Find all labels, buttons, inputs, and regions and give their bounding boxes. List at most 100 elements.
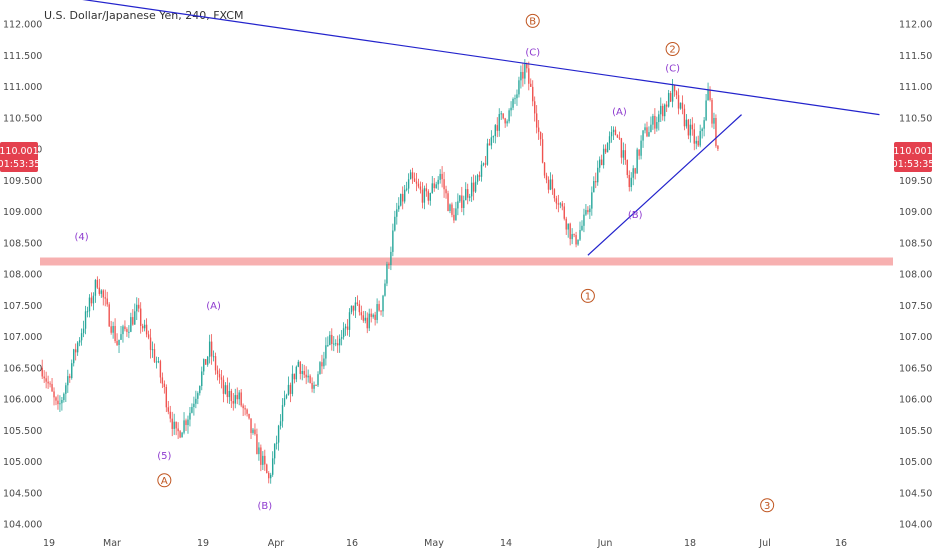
candle-body xyxy=(161,377,164,384)
x-tick-label: 16 xyxy=(346,538,358,549)
candle-body xyxy=(256,434,258,455)
candle-body xyxy=(71,363,73,378)
price-tag-left: 110.001 01:53:35 xyxy=(0,142,40,172)
candle-body xyxy=(293,373,296,380)
candle-body xyxy=(151,349,154,351)
candle-body xyxy=(587,210,589,213)
candle-body xyxy=(421,189,424,203)
candle-body xyxy=(96,279,99,288)
candle-body xyxy=(112,326,114,333)
candle-body xyxy=(449,204,451,211)
candle-body xyxy=(301,370,303,374)
candle-body xyxy=(149,337,152,350)
y-tick-label-left: 109.000 xyxy=(3,207,42,218)
candle-body xyxy=(559,203,562,205)
candle-body xyxy=(662,105,664,117)
y-tick-label-right: 104.000 xyxy=(899,520,932,531)
candle-body xyxy=(591,192,593,209)
candle-body xyxy=(378,304,380,311)
candle-body xyxy=(317,374,319,386)
candle-body xyxy=(463,200,465,208)
candle-body xyxy=(78,340,81,343)
x-tick-label: Apr xyxy=(268,538,285,549)
candle-body xyxy=(526,64,528,69)
wave-label: (A) xyxy=(612,107,627,118)
candle-body xyxy=(201,371,203,387)
wave-labels-layer: (4) (5) A (A) (B) B (C) 1 (A) (B) 2 (C) 3 xyxy=(75,13,775,513)
candle-body xyxy=(506,121,508,124)
candle-body xyxy=(98,287,101,294)
wave-label: A xyxy=(161,476,168,487)
candle-body xyxy=(368,313,370,329)
candle-body xyxy=(571,234,573,240)
candle-body xyxy=(705,100,707,121)
trendline xyxy=(587,114,742,256)
wave-label-circle xyxy=(580,288,595,303)
candle-body xyxy=(593,181,595,193)
candle-body xyxy=(53,391,55,398)
candle-body xyxy=(628,175,630,187)
candle-body xyxy=(82,328,85,334)
candle-body xyxy=(250,418,252,433)
candle-body xyxy=(512,98,514,108)
candle-body xyxy=(482,163,485,165)
candle-body xyxy=(273,443,276,459)
candle-body xyxy=(535,113,538,128)
candle-body xyxy=(445,189,447,194)
candle-body xyxy=(342,328,345,338)
wave-label: 1 xyxy=(585,291,591,302)
y-tick-label-right: 106.000 xyxy=(899,395,932,406)
x-tick-label: 18 xyxy=(684,538,696,549)
wave-label: 3 xyxy=(764,501,770,512)
candle-body xyxy=(94,279,97,296)
candle-body xyxy=(63,393,65,400)
candle-body xyxy=(212,356,215,358)
candle-body xyxy=(396,209,398,217)
x-tick-label: Mar xyxy=(103,538,121,549)
candle-body xyxy=(228,390,231,398)
wave-label: B xyxy=(529,16,536,27)
candle-body xyxy=(492,136,495,138)
candle-body xyxy=(307,375,309,378)
candle-body xyxy=(403,189,406,202)
wave-label-circle xyxy=(157,473,172,488)
candle-body xyxy=(55,397,57,401)
candle-body xyxy=(354,302,357,311)
candle-body xyxy=(206,356,209,365)
candle-body xyxy=(69,376,71,378)
candle-body xyxy=(713,118,715,124)
candle-body xyxy=(567,223,569,230)
x-tick-label: 14 xyxy=(500,538,512,549)
y-tick-label-left: 111.500 xyxy=(3,51,42,62)
candle-body xyxy=(360,312,363,316)
wave-label: (A) xyxy=(206,301,221,312)
candle-body xyxy=(675,91,678,96)
price-tag-price: 110.001 xyxy=(0,146,39,157)
candle-body xyxy=(500,113,502,115)
y-tick-label-left: 105.000 xyxy=(3,457,42,468)
candle-body xyxy=(240,392,242,406)
candle-body xyxy=(390,251,392,265)
candle-body xyxy=(232,401,234,404)
candle-body xyxy=(155,361,158,363)
candle-body xyxy=(65,385,67,394)
candle-body xyxy=(179,431,181,438)
candle-body xyxy=(348,312,351,330)
x-axis: 19 Mar 19 Apr 16 May 14 Jun 18 Jul 16 xyxy=(43,538,847,549)
candle-body xyxy=(43,376,45,379)
candle-body xyxy=(632,168,634,178)
candle-body xyxy=(465,189,467,201)
y-tick-label-left: 108.500 xyxy=(3,238,42,249)
candle-body xyxy=(216,370,219,375)
candle-body xyxy=(715,118,717,146)
candle-body xyxy=(309,375,311,383)
y-tick-label-left: 106.000 xyxy=(3,395,42,406)
candle-body xyxy=(242,405,244,409)
wave-label: (4) xyxy=(75,232,89,243)
candle-body xyxy=(159,361,162,378)
candle-body xyxy=(711,99,713,124)
candle-body xyxy=(210,341,213,357)
candle-body xyxy=(57,400,59,405)
candle-body xyxy=(138,304,140,309)
